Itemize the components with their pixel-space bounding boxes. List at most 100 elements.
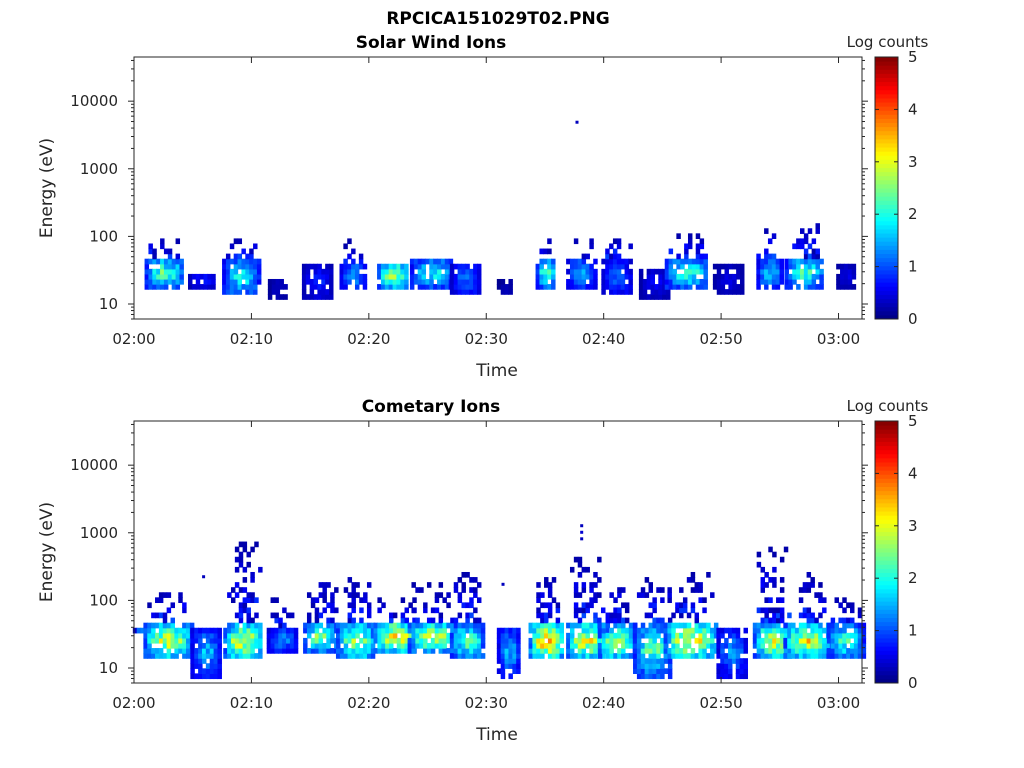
- heatmap-cell: [581, 253, 587, 260]
- heatmap-cell: [222, 263, 227, 270]
- heatmap-cell: [207, 273, 212, 280]
- heatmap-cell: [225, 263, 231, 270]
- colorbar-tick-label: 4: [908, 464, 918, 482]
- heatmap-cell: [309, 278, 315, 285]
- heatmap-cell: [201, 632, 207, 639]
- heatmap-cell: [209, 627, 215, 634]
- colorbar-segment: [875, 286, 898, 291]
- heatmap-cell: [736, 268, 741, 275]
- heatmap-cell: [213, 668, 219, 674]
- heatmap-cell: [242, 546, 248, 553]
- heatmap-cell: [609, 243, 614, 250]
- heatmap-cell: [547, 642, 553, 649]
- heatmap-cell: [775, 278, 781, 285]
- heatmap-cell: [250, 653, 255, 659]
- heatmap-cell: [508, 658, 513, 664]
- heatmap-cell: [274, 637, 279, 644]
- heatmap-cell: [728, 278, 733, 285]
- heatmap-cell: [648, 637, 653, 644]
- heatmap-cell: [209, 632, 215, 639]
- heatmap-cell: [227, 653, 232, 659]
- heatmap-cell: [702, 653, 707, 659]
- heatmap-cell: [847, 263, 853, 270]
- heatmap-cell: [213, 632, 219, 639]
- heatmap-cell: [652, 607, 657, 614]
- heatmap-cell: [335, 627, 341, 634]
- heatmap-cell: [370, 648, 376, 654]
- heatmap-cell: [593, 258, 598, 265]
- heatmap-cell: [512, 668, 517, 674]
- heatmap-cell: [201, 642, 207, 649]
- heatmap-cell: [702, 627, 707, 634]
- heatmap-cell: [171, 273, 177, 280]
- heatmap-cell: [213, 642, 219, 649]
- heatmap-cell: [667, 653, 672, 659]
- heatmap-cell: [147, 602, 152, 609]
- heatmap-cell: [779, 556, 785, 563]
- heatmap-cell: [728, 273, 733, 280]
- heatmap-cell: [743, 663, 748, 669]
- heatmap-cell: [469, 627, 474, 634]
- heatmap-cell: [628, 642, 634, 649]
- heatmap-cell: [539, 273, 544, 280]
- heatmap-cell: [207, 284, 212, 290]
- heatmap-cell: [735, 673, 741, 680]
- heatmap-cell: [682, 597, 688, 604]
- heatmap-cell: [400, 273, 405, 280]
- heatmap-cell: [476, 653, 482, 659]
- heatmap-cell: [174, 653, 179, 659]
- heatmap-cell: [671, 622, 676, 629]
- heatmap-cell: [289, 632, 295, 639]
- colorbar-segment: [875, 568, 898, 573]
- heatmap-cell: [389, 637, 394, 644]
- heatmap-cell: [256, 268, 262, 275]
- heatmap-cell: [496, 632, 502, 639]
- heatmap-cell: [166, 622, 172, 629]
- heatmap-cell: [784, 258, 789, 265]
- heatmap-cell: [317, 289, 322, 295]
- heatmap-cell: [310, 627, 316, 634]
- heatmap-cell: [720, 273, 726, 280]
- heatmap-cell: [724, 673, 729, 680]
- heatmap-cell: [457, 263, 463, 270]
- heatmap-cell: [366, 612, 372, 619]
- heatmap-cell: [199, 284, 205, 290]
- heatmap-cell: [152, 268, 157, 275]
- heatmap-cell: [687, 268, 693, 275]
- heatmap-cell: [366, 632, 372, 639]
- heatmap-cell: [756, 263, 761, 270]
- heatmap-cell: [151, 653, 156, 659]
- heatmap-cell: [857, 627, 863, 634]
- heatmap-cell: [810, 577, 815, 583]
- colorbar-segment: [875, 216, 898, 222]
- heatmap-cell: [155, 622, 160, 629]
- heatmap-cell: [676, 273, 681, 280]
- heatmap-cell: [275, 289, 281, 295]
- heatmap-cell: [147, 648, 152, 654]
- heatmap-cell: [222, 284, 227, 290]
- heatmap-cell: [728, 663, 733, 669]
- heatmap-cell: [166, 653, 172, 659]
- heatmap-cell: [274, 617, 279, 624]
- heatmap-cell: [547, 263, 552, 270]
- heatmap-cell: [423, 607, 428, 614]
- heatmap-cell: [779, 632, 785, 639]
- colorbar-segment: [875, 556, 898, 561]
- heatmap-cell: [720, 263, 726, 270]
- heatmap-cell: [803, 233, 809, 240]
- heatmap-cell: [710, 627, 715, 634]
- heatmap-cell: [580, 537, 584, 541]
- heatmap-cell: [254, 627, 259, 634]
- heatmap-cell: [310, 648, 316, 654]
- heatmap-cell: [473, 577, 478, 583]
- heatmap-cell: [613, 622, 618, 629]
- heatmap-cell: [213, 658, 219, 664]
- heatmap-cell: [814, 642, 819, 649]
- heatmap-cell: [720, 642, 725, 649]
- heatmap-cell: [540, 653, 545, 659]
- heatmap-cell: [400, 597, 406, 604]
- heatmap-cell: [612, 268, 618, 275]
- heatmap-cell: [351, 592, 356, 598]
- heatmap-cell: [814, 627, 819, 634]
- colorbar-segment: [875, 188, 898, 193]
